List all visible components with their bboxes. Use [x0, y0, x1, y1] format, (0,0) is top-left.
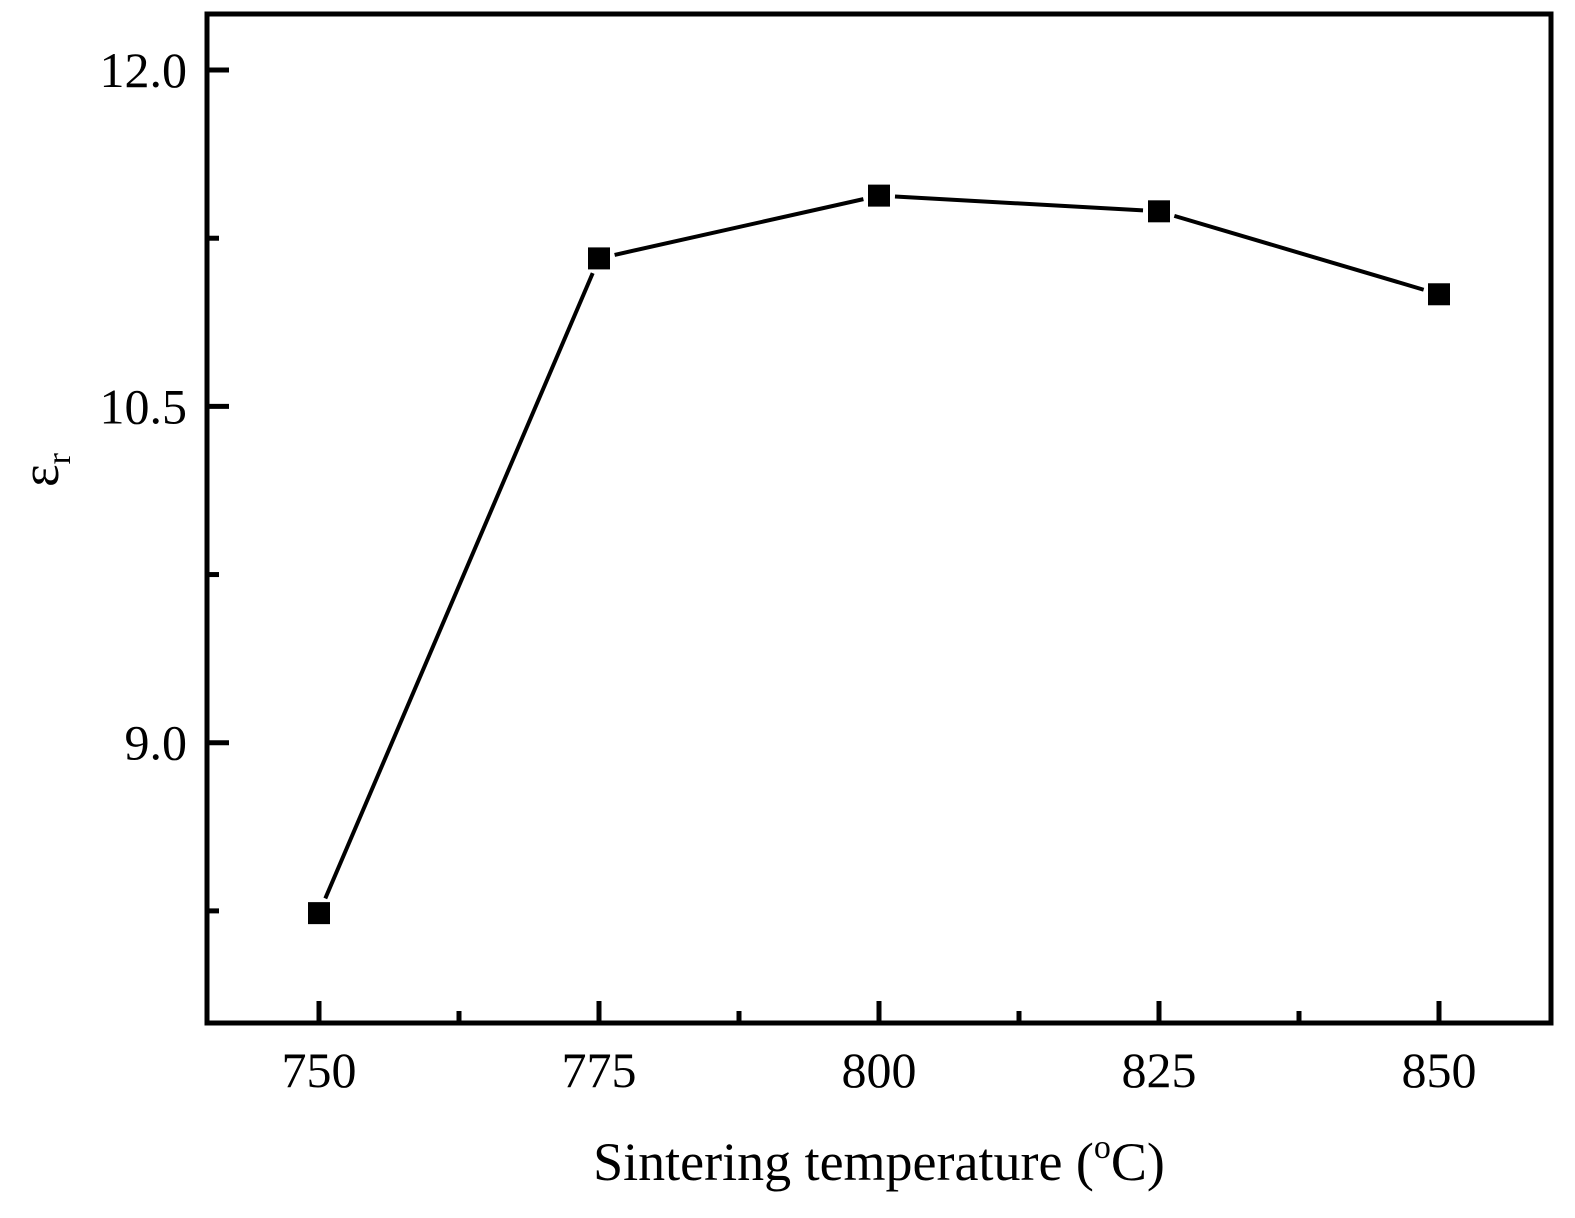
series-segment [894, 194, 1144, 213]
x-tick-labels: 750 775 800 825 850 [282, 1042, 1477, 1098]
y-axis-title-sub: r [41, 452, 78, 464]
data-point-marker [1428, 283, 1450, 306]
series-segment [323, 272, 595, 900]
markers [308, 184, 1450, 925]
x-tick-label: 825 [1122, 1042, 1197, 1098]
data-point-marker [588, 247, 610, 270]
data-point-marker [1148, 200, 1170, 223]
x-axis-title: Sintering temperature (oC) [593, 1129, 1165, 1192]
y-tick-label: 12.0 [100, 42, 188, 98]
x-axis-title-end: C) [1111, 1132, 1165, 1192]
x-tick-label: 750 [282, 1042, 357, 1098]
x-tick-label: 850 [1402, 1042, 1477, 1098]
x-tick-label: 775 [562, 1042, 637, 1098]
y-tick-label: 9.0 [125, 715, 188, 771]
y-tick-labels: 9.0 10.5 12.0 [100, 42, 188, 771]
plot-frame [204, 11, 1554, 1026]
series-line [323, 194, 1425, 900]
data-point-marker [308, 902, 330, 925]
x-axis-title-sup: o [1094, 1129, 1111, 1166]
x-tick-label: 800 [842, 1042, 917, 1098]
ticks [207, 67, 1442, 1023]
y-axis-title: εr [10, 452, 78, 487]
y-tick-label: 10.5 [100, 378, 188, 434]
data-point-marker [868, 184, 890, 207]
series-segment [614, 197, 864, 257]
series-segment [1173, 213, 1425, 292]
